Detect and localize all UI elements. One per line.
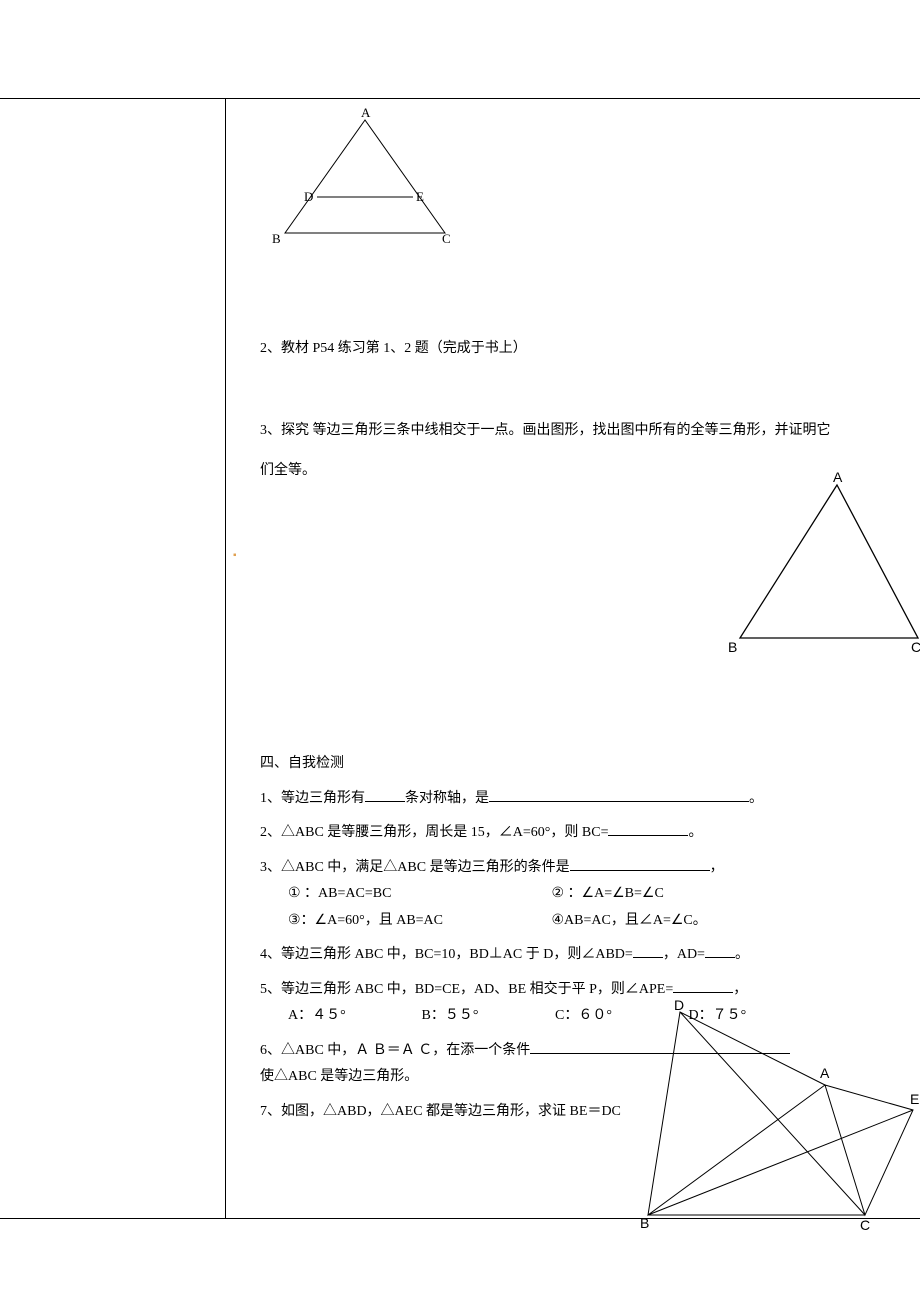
s4-i3-opt1: ① ：AB=AC=BC xyxy=(288,882,548,907)
s4-i5-optB: B：５５° xyxy=(422,1004,552,1029)
blank xyxy=(673,979,733,993)
s4-item-3: 3、△ABC 中，满足△ABC 是等边三角形的条件是 ， xyxy=(260,856,920,881)
label-e: E xyxy=(416,189,424,204)
s4-i4-mid: ，AD= xyxy=(663,947,705,962)
label-d3: D xyxy=(674,1000,684,1013)
s4-item-5: 5、等边三角形 ABC 中，BD=CE，AD、BE 相交于平 P，则∠APE= ， xyxy=(260,978,920,1003)
blank xyxy=(705,944,735,958)
blank xyxy=(570,857,710,871)
s4-i3-pre: 3、△ABC 中，满足△ABC 是等边三角形的条件是 xyxy=(260,860,570,875)
label-b3: B xyxy=(640,1215,649,1231)
triangle-de-svg: A B C D E xyxy=(260,105,470,255)
figure-triangle-de: A B C D E xyxy=(260,105,920,255)
s4-item-4: 4、等边三角形 ABC 中，BC=10，BD⊥AC 于 D，则∠ABD= ，AD=… xyxy=(260,943,920,968)
s4-item-3-opts-row2: ③：∠A=60°，且 AB=AC ④AB=AC，且∠A=∠C。 xyxy=(260,909,920,934)
s4-i1-mid: 条对称轴，是 xyxy=(405,791,489,806)
q2-text: 2、教材 P54 练习第 1、2 题（完成于书上） xyxy=(260,338,920,360)
s4-i5-optA: A：４５° xyxy=(288,1004,418,1029)
label-b: B xyxy=(272,231,281,246)
s4-i2-end: 。 xyxy=(688,825,702,840)
label-c2: C xyxy=(911,639,920,655)
question-2: 2、教材 P54 练习第 1、2 题（完成于书上） xyxy=(260,338,920,370)
label-d: D xyxy=(304,189,313,204)
label-c: C xyxy=(442,231,451,246)
label-c3: C xyxy=(860,1217,870,1232)
s4-i3-opt4: ④AB=AC，且∠A=∠C。 xyxy=(552,913,707,928)
s4-i3-opt2: ② ：∠A=∠B=∠C xyxy=(552,886,664,901)
s4-i4-end: 。 xyxy=(735,947,749,962)
label-a: A xyxy=(361,105,371,120)
figure-composite: D B A C E xyxy=(640,1000,920,1232)
s4-i3-end: ， xyxy=(710,860,724,875)
q3-line1: 3、探究 等边三角形三条中线相交于一点。画出图形，找出图中所有的全等三角形，并证… xyxy=(260,420,920,442)
s4-item-1: 1、等边三角形有 条对称轴，是 。 xyxy=(260,787,920,812)
blank xyxy=(633,944,663,958)
top-rule xyxy=(0,98,920,99)
s4-i4-pre: 4、等边三角形 ABC 中，BC=10，BD⊥AC 于 D，则∠ABD= xyxy=(260,947,633,962)
section-4-heading: 四、自我检测 xyxy=(260,752,920,777)
s4-item-3-opts-row1: ① ：AB=AC=BC ② ：∠A=∠B=∠C xyxy=(260,882,920,907)
label-a2: A xyxy=(833,470,843,485)
blank xyxy=(608,822,688,836)
s4-i5-pre: 5、等边三角形 ABC 中，BD=CE，AD、BE 相交于平 P，则∠APE= xyxy=(260,982,673,997)
page: A B C D E 2、教材 P54 练习第 1、2 题（完成于书上） 3、探究… xyxy=(0,0,920,1302)
s4-i7-text: 7、如图，△ABD，△AEC 都是等边三角形，求证 BE＝DC xyxy=(260,1104,621,1119)
s4-i5-end: ， xyxy=(733,982,747,997)
s4-i2-pre: 2、△ABC 是等腰三角形，周长是 15，∠A=60°，则 BC= xyxy=(260,825,608,840)
composite-svg: D B A C E xyxy=(640,1000,920,1232)
label-a3: A xyxy=(820,1065,830,1081)
s4-i6-pre: 6、△ABC 中，Ａ Ｂ＝Ａ Ｃ，在添一个条件 xyxy=(260,1043,530,1058)
figure-triangle-abc: A B C xyxy=(725,470,920,655)
s4-item-2: 2、△ABC 是等腰三角形，周长是 15，∠A=60°，则 BC= 。 xyxy=(260,821,920,846)
blank xyxy=(365,788,405,802)
s4-i1-pre: 1、等边三角形有 xyxy=(260,791,365,806)
label-e3: E xyxy=(910,1091,919,1107)
triangle-abc-svg: A B C xyxy=(725,470,920,655)
s4-i1-end: 。 xyxy=(749,791,763,806)
label-b2: B xyxy=(728,639,737,655)
column-divider xyxy=(225,98,226,1218)
s4-i3-opt3: ③：∠A=60°，且 AB=AC xyxy=(288,909,548,934)
artifact-dot: ▪ xyxy=(233,545,237,563)
blank xyxy=(489,788,749,802)
